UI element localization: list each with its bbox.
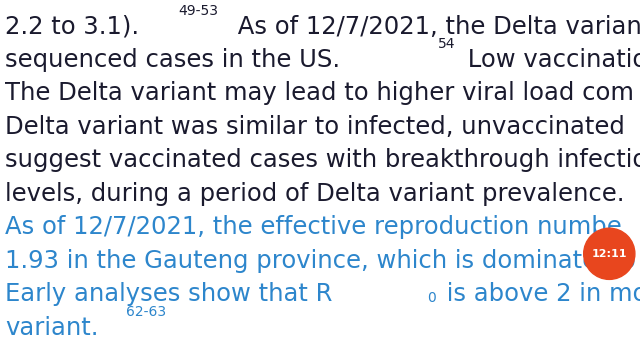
- Text: As of 12/7/2021, the effective reproduction numbe: As of 12/7/2021, the effective reproduct…: [5, 215, 622, 239]
- Text: Low vaccination rates: Low vaccination rates: [460, 48, 640, 72]
- Text: As of 12/7/2021, the Delta variant (a: As of 12/7/2021, the Delta variant (a: [230, 14, 640, 39]
- Text: 12:11: 12:11: [591, 249, 627, 259]
- Text: 62-63: 62-63: [126, 305, 166, 319]
- Text: 2.2 to 3.1).: 2.2 to 3.1).: [5, 14, 140, 39]
- Text: levels, during a period of Delta variant prevalence.: levels, during a period of Delta variant…: [5, 182, 625, 206]
- Text: Delta variant was similar to infected, unvaccinated: Delta variant was similar to infected, u…: [5, 115, 625, 139]
- Text: Early analyses show that R: Early analyses show that R: [5, 282, 333, 306]
- Text: 0: 0: [428, 291, 436, 305]
- Text: 54: 54: [438, 37, 455, 51]
- Text: The Delta variant may lead to higher viral load com: The Delta variant may lead to higher vir…: [5, 81, 634, 105]
- Text: 49-53: 49-53: [178, 4, 218, 18]
- Ellipse shape: [584, 228, 635, 279]
- Text: suggest vaccinated cases with breakthrough infectio: suggest vaccinated cases with breakthrou…: [5, 148, 640, 172]
- Text: variant.: variant.: [5, 316, 99, 340]
- Text: is above 2 in most provi: is above 2 in most provi: [439, 282, 640, 306]
- Text: 1.93 in the Gauteng province, which is dominated b: 1.93 in the Gauteng province, which is d…: [5, 249, 636, 273]
- Text: sequenced cases in the US.: sequenced cases in the US.: [5, 48, 340, 72]
